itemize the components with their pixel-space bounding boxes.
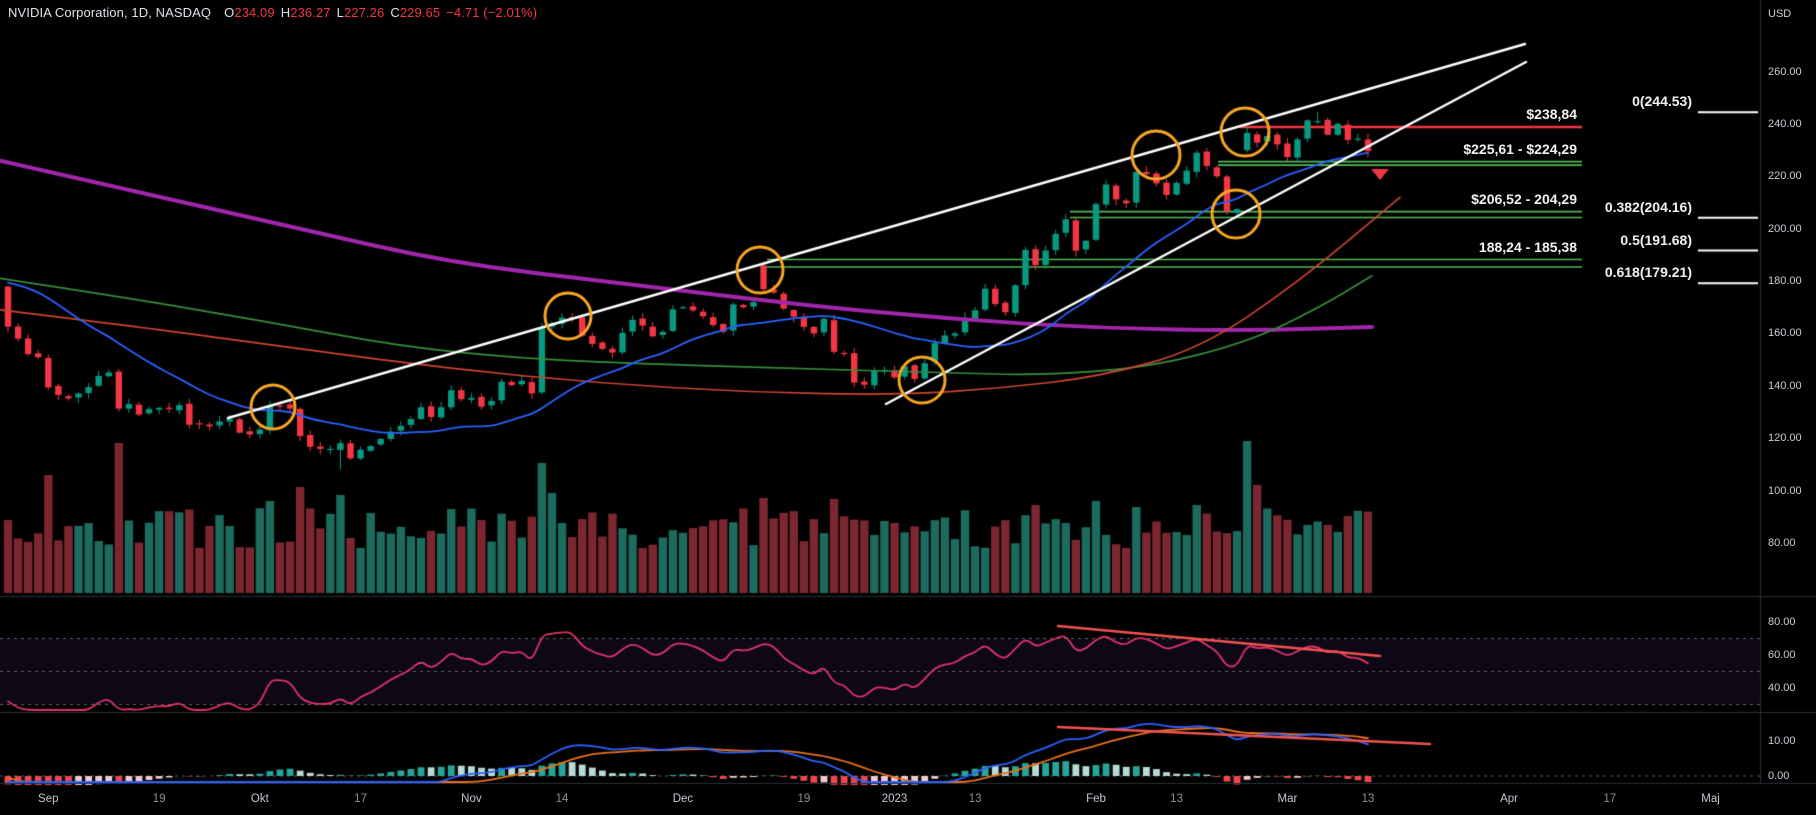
high-label: H (280, 5, 291, 20)
high-value: 236.27 (290, 5, 331, 20)
low-value: 227.26 (343, 5, 385, 20)
change-value: −4.71 (−2.01%) (446, 5, 538, 20)
close-value: 229.65 (399, 5, 441, 20)
symbol-info-bar: NVIDIA Corporation, 1D, NASDAQ O234.09 H23… (8, 5, 537, 20)
low-label: L (336, 5, 344, 20)
open-label: O (224, 5, 235, 20)
symbol-title[interactable]: NVIDIA Corporation, 1D, NASDAQ (8, 5, 212, 20)
open-value: 234.09 (234, 5, 275, 20)
close-label: C (390, 5, 400, 20)
